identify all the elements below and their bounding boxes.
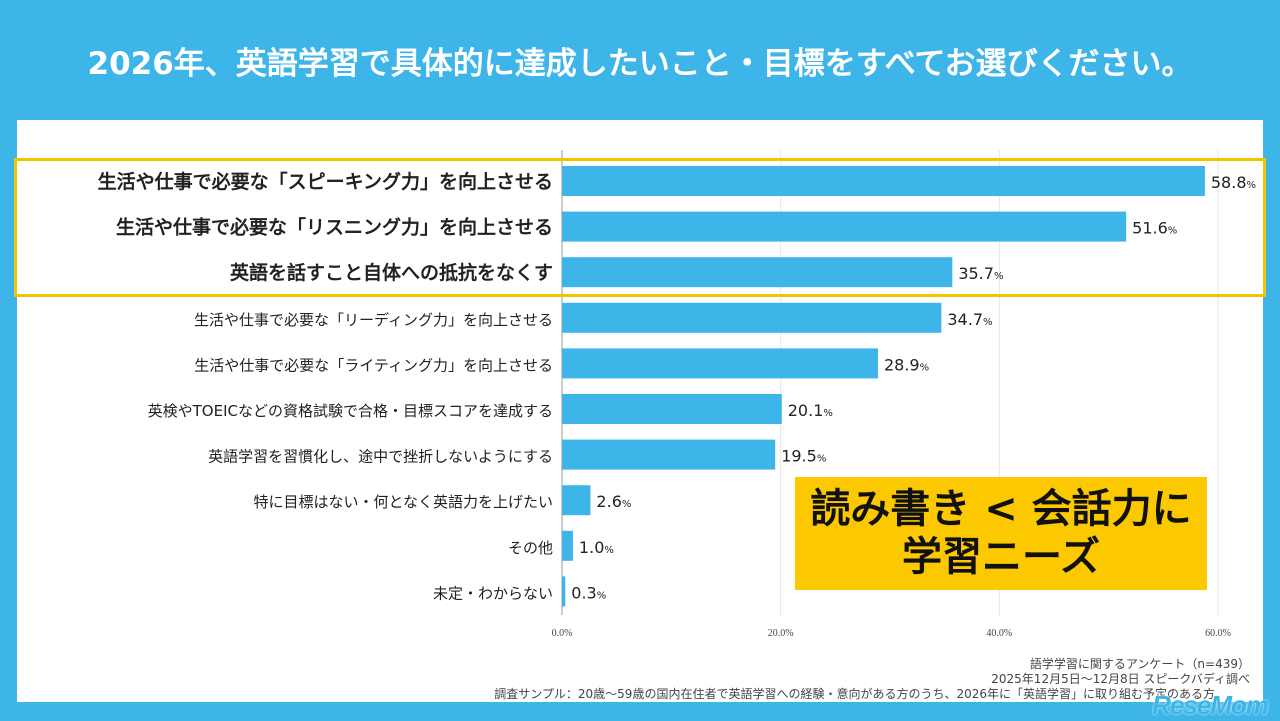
bar — [562, 257, 953, 288]
category-label: 生活や仕事で必要な「リーディング力」を向上させる — [194, 311, 553, 329]
footer-survey: 語学学習に関するアンケート（n=439） — [1029, 657, 1250, 671]
data-label: 51.6% — [1132, 219, 1177, 238]
category-label: 生活や仕事で必要な「リスニング力」を向上させる — [116, 216, 553, 239]
bar — [562, 485, 591, 516]
x-tick-label: 0.0% — [552, 628, 573, 639]
page-title: 2026年、英語学習で具体的に達成したいこと・目標をすべてお選びください。 — [87, 46, 1193, 82]
footer-date: 2025年12月5日〜12月8日 スピークバディ調べ — [991, 672, 1250, 686]
data-label: 19.5% — [781, 447, 826, 466]
bar — [562, 530, 573, 561]
category-label: 英語を話すこと自体への抵抗をなくす — [230, 261, 553, 284]
x-tick-label: 60.0% — [1205, 628, 1231, 639]
bar — [562, 394, 782, 424]
category-label: その他 — [508, 539, 553, 557]
data-label: 2.6% — [596, 492, 631, 511]
bar — [562, 302, 942, 333]
data-label: 0.3% — [571, 583, 606, 602]
bar — [562, 211, 1127, 242]
data-label: 20.1% — [788, 401, 833, 420]
data-label: 1.0% — [579, 538, 614, 557]
callout-line2: 学習ニーズ — [902, 534, 1100, 580]
category-label: 生活や仕事で必要な「ライティング力」を向上させる — [194, 356, 553, 374]
bar — [562, 576, 566, 607]
category-label: 生活や仕事で必要な「スピーキング力」を向上させる — [98, 170, 553, 193]
resemom-logo: ReseMom — [1152, 690, 1269, 720]
footer-sample: 調査サンプル：20歳〜59歳の国内在住者で英語学習への経験・意向がある方のうち、… — [494, 687, 1215, 701]
x-tick-label: 40.0% — [986, 628, 1012, 639]
data-label: 34.7% — [947, 310, 992, 329]
bar — [562, 439, 776, 470]
highlight-box — [14, 158, 1266, 297]
callout-line1: 読み書き < 会話力に — [810, 486, 1192, 532]
category-label: 英語学習を習慣化し、途中で挫折しないようにする — [208, 448, 553, 466]
category-label: 英検やTOEICなどの資格試験で合格・目標スコアを達成する — [148, 402, 553, 420]
data-label: 58.8% — [1211, 173, 1256, 192]
bar — [562, 166, 1205, 196]
callout-box: 読み書き < 会話力に 学習ニーズ — [795, 477, 1207, 590]
x-tick-label: 20.0% — [768, 628, 794, 639]
data-label: 35.7% — [958, 264, 1003, 283]
data-label: 28.9% — [884, 355, 929, 374]
category-label: 特に目標はない・何となく英語力を上げたい — [253, 493, 553, 511]
category-label: 未定・わからない — [433, 584, 553, 602]
bar — [562, 348, 878, 379]
